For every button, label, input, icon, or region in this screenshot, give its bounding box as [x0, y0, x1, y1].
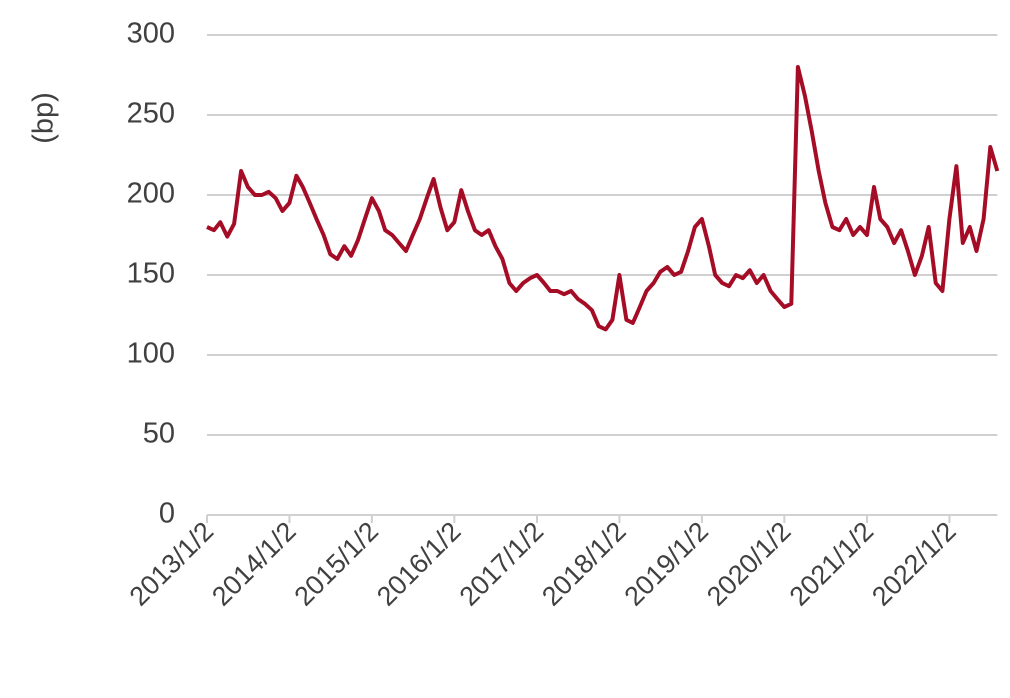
data-line: [206, 65, 1000, 332]
x-tick-label: 2022/1/2: [866, 516, 962, 612]
y-tick-label: 0: [159, 498, 175, 530]
x-tick-label: 2019/1/2: [619, 516, 715, 612]
x-tick-label: 2018/1/2: [536, 516, 632, 612]
x-tick-label: 2020/1/2: [701, 516, 797, 612]
y-tick-label: 150: [127, 258, 175, 290]
y-axis-label: (bp): [28, 92, 60, 144]
x-tick-label: 2021/1/2: [784, 516, 880, 612]
y-tick-label: 200: [127, 178, 175, 210]
y-tick-label: 100: [127, 338, 175, 370]
x-tick-label: 2017/1/2: [454, 516, 550, 612]
y-tick-label: 250: [127, 98, 175, 130]
x-tick-label: 2016/1/2: [371, 516, 467, 612]
x-tick-label: 2013/1/2: [124, 516, 220, 612]
x-tick-label: 2015/1/2: [289, 516, 385, 612]
y-tick-label: 300: [127, 18, 175, 50]
x-tick-label: 2014/1/2: [206, 516, 302, 612]
y-tick-label: 50: [143, 418, 175, 450]
